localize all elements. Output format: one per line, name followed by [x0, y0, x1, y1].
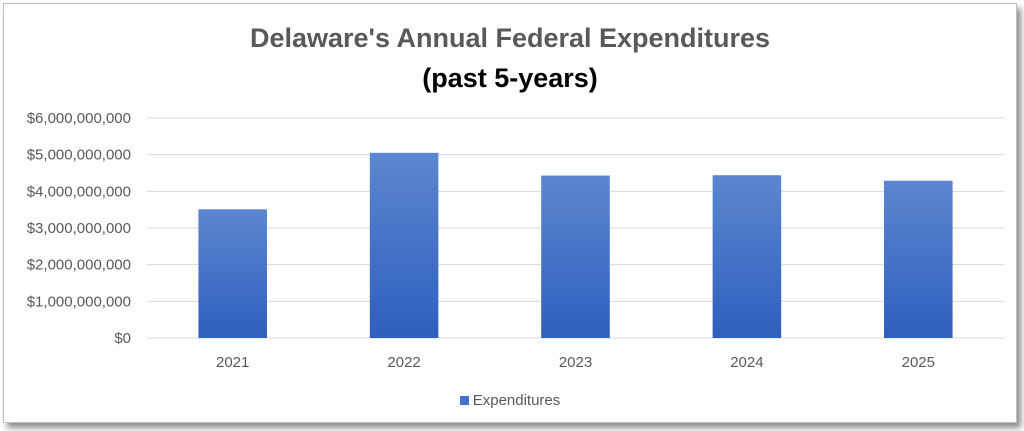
y-tick-label: $3,000,000,000 [27, 220, 131, 237]
bar-2023 [541, 175, 610, 338]
y-tick-label: $1,000,000,000 [27, 293, 131, 310]
chart-title: Delaware's Annual Federal Expenditures [249, 23, 771, 53]
bar-2024 [712, 175, 782, 338]
bar-2025 [884, 180, 953, 338]
chart-subtitle: (past 5-years) [422, 63, 598, 93]
y-tick-label: $4,000,000,000 [27, 183, 131, 200]
x-tick-label: 2021 [216, 354, 249, 371]
chart-legend: Expenditures [4, 392, 1016, 409]
bar-2021 [198, 209, 267, 338]
bars [198, 152, 953, 338]
y-tick-label: $6,000,000,000 [27, 110, 131, 127]
legend-label-expenditures: Expenditures [472, 392, 561, 409]
x-tick-label: 2024 [730, 354, 763, 371]
legend-swatch-expenditures [459, 395, 469, 405]
x-axis-tick-labels: 2021 2022 2023 2024 2025 [216, 354, 935, 371]
y-tick-label: $0 [114, 330, 131, 347]
chart-plot-area: $0 $1,000,000,000 $2,000,000,000 $3,000,000… [27, 110, 1004, 371]
y-tick-label: $2,000,000,000 [27, 257, 131, 274]
y-axis-tick-labels: $0 $1,000,000,000 $2,000,000,000 $3,000,000… [27, 110, 131, 347]
x-tick-label: 2022 [387, 354, 420, 371]
x-tick-label: 2025 [902, 354, 935, 371]
x-tick-label: 2023 [559, 354, 592, 371]
chart-frame: Delaware's Annual Federal Expenditures (… [3, 3, 1017, 423]
bar-2022 [369, 152, 439, 338]
y-tick-label: $5,000,000,000 [27, 147, 131, 164]
